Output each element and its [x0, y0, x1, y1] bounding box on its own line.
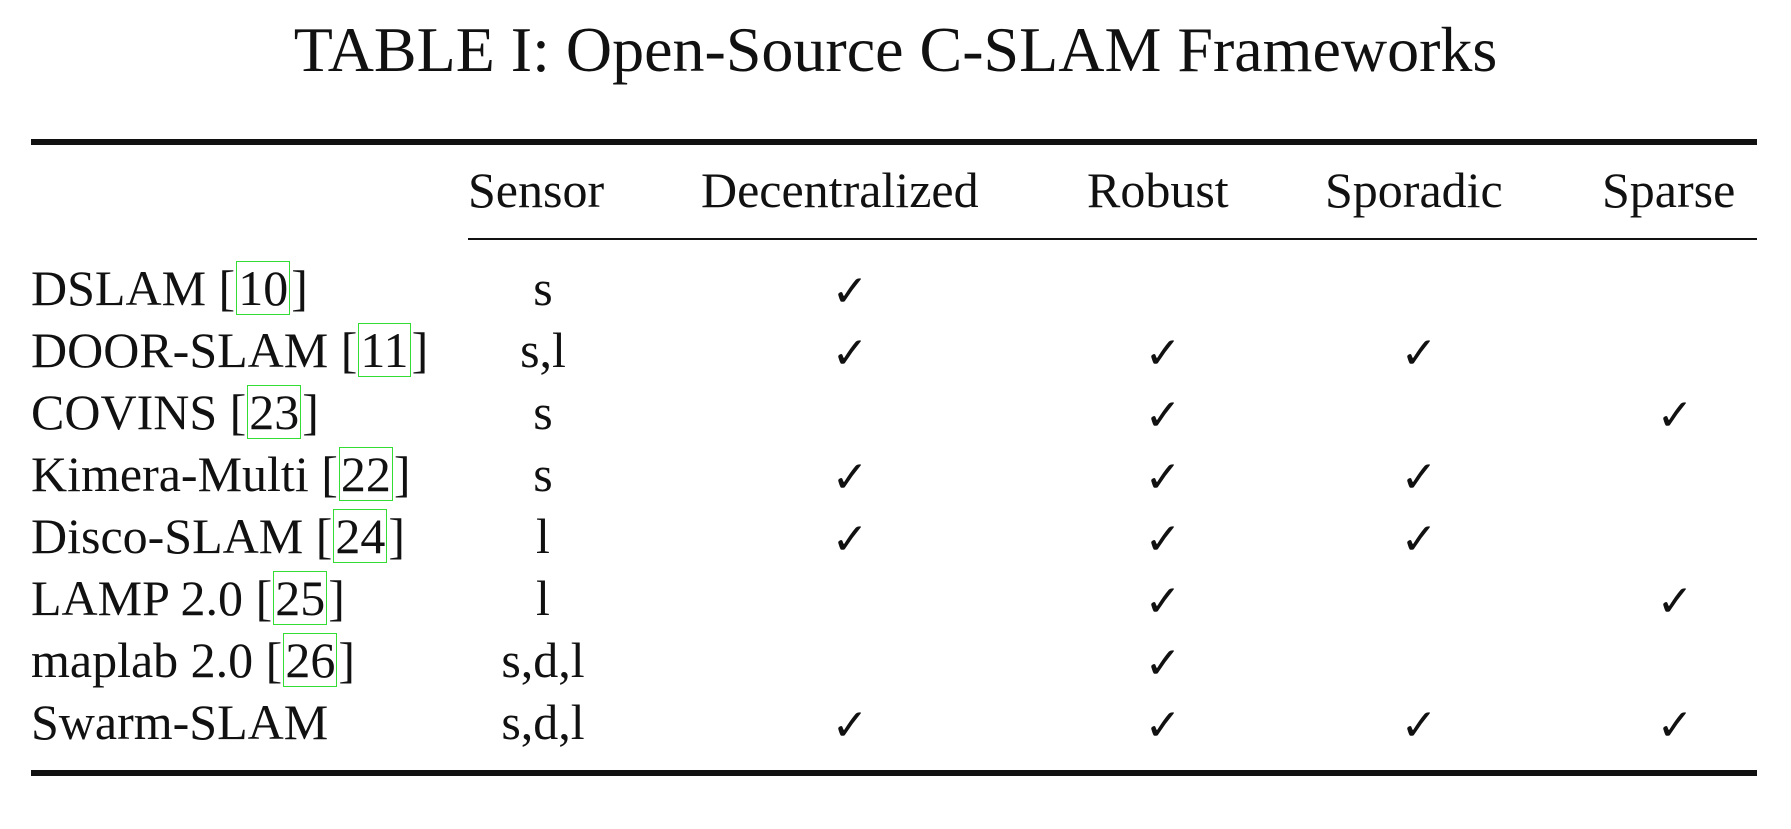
check-mark-icon: ✓: [1656, 390, 1694, 441]
top-rule: [31, 139, 1757, 145]
framework-name: Kimera-Multi: [31, 446, 309, 502]
framework-name: DOOR-SLAM: [31, 322, 329, 378]
framework-name: COVINS: [31, 384, 218, 440]
row-name: COVINS [23]: [31, 384, 319, 440]
check-mark-icon: ✓: [1144, 328, 1182, 379]
row-name: DSLAM [10]: [31, 260, 308, 316]
row-name: LAMP 2.0 [25]: [31, 570, 345, 626]
framework-name: Disco-SLAM: [31, 508, 304, 564]
column-header-robust: Robust: [1087, 162, 1229, 218]
citation-link[interactable]: 11: [358, 322, 411, 378]
check-mark-icon: ✓: [1656, 576, 1694, 627]
citation-link[interactable]: 24: [333, 508, 388, 564]
sensor-cell: s: [533, 384, 553, 440]
check-mark-icon: ✓: [1400, 328, 1438, 379]
table-caption: TABLE I: Open-Source C-SLAM Frameworks: [293, 14, 1498, 85]
sensor-cell: l: [536, 508, 550, 564]
citation-link[interactable]: 23: [247, 384, 302, 440]
column-header-sensor: Sensor: [468, 162, 605, 218]
check-mark-icon: ✓: [1144, 700, 1182, 751]
row-name: Disco-SLAM [24]: [31, 508, 406, 564]
sensor-cell: s,d,l: [501, 694, 585, 750]
framework-name: DSLAM: [31, 260, 207, 316]
row-name: maplab 2.0 [26]: [31, 632, 355, 688]
citation-link[interactable]: 25: [273, 570, 328, 626]
citation-link[interactable]: 10: [236, 260, 291, 316]
framework-name: maplab 2.0: [31, 632, 254, 688]
check-mark-icon: ✓: [831, 328, 869, 379]
sensor-cell: s,d,l: [501, 632, 585, 688]
bottom-rule: [31, 770, 1757, 776]
check-mark-icon: ✓: [1400, 514, 1438, 565]
check-mark-icon: ✓: [1400, 452, 1438, 503]
column-header-decentralized: Decentralized: [701, 162, 979, 218]
check-mark-icon: ✓: [831, 266, 869, 317]
check-mark-icon: ✓: [831, 452, 869, 503]
row-name: DOOR-SLAM [11]: [31, 322, 429, 378]
framework-name: LAMP 2.0: [31, 570, 244, 626]
check-mark-icon: ✓: [1400, 700, 1438, 751]
check-mark-icon: ✓: [1144, 390, 1182, 441]
check-mark-icon: ✓: [1144, 638, 1182, 689]
check-mark-icon: ✓: [1144, 452, 1182, 503]
framework-name: Swarm-SLAM: [31, 694, 329, 750]
column-header-sparse: Sparse: [1602, 162, 1736, 218]
row-name: Kimera-Multi [22]: [31, 446, 411, 502]
citation-link[interactable]: 26: [283, 632, 338, 688]
citation-link[interactable]: 22: [338, 446, 393, 502]
check-mark-icon: ✓: [1144, 576, 1182, 627]
check-mark-icon: ✓: [831, 700, 869, 751]
check-mark-icon: ✓: [831, 514, 869, 565]
row-name: Swarm-SLAM: [31, 692, 328, 752]
header-rule: [468, 238, 1757, 240]
sensor-cell: s,l: [520, 322, 566, 378]
column-header-sporadic: Sporadic: [1325, 162, 1503, 218]
check-mark-icon: ✓: [1656, 700, 1694, 751]
check-mark-icon: ✓: [1144, 514, 1182, 565]
sensor-cell: l: [536, 570, 550, 626]
sensor-cell: s: [533, 260, 553, 316]
sensor-cell: s: [533, 446, 553, 502]
